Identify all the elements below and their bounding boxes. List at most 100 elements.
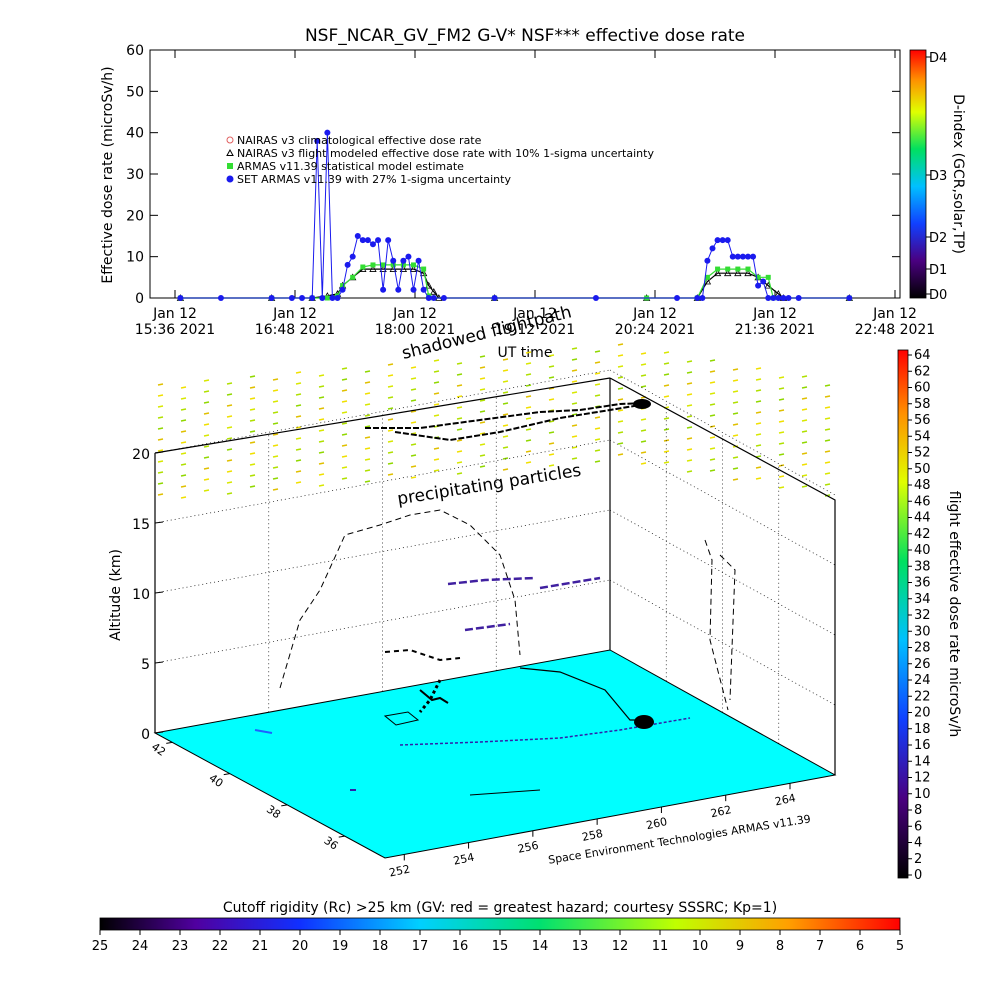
particle-dash xyxy=(571,457,578,460)
particle-dash xyxy=(272,488,279,491)
particle-dash xyxy=(364,381,371,384)
series-point xyxy=(329,295,336,301)
x-axis-label: UT time xyxy=(498,345,553,361)
x-tick-label: 16:48 2021 xyxy=(255,322,335,338)
series-point xyxy=(770,295,777,301)
series-point xyxy=(725,266,731,272)
particle-dash xyxy=(341,411,348,414)
particle-dash xyxy=(456,461,463,464)
particle-dash xyxy=(502,380,509,383)
lat-tick-mark xyxy=(223,773,230,776)
particle-dash xyxy=(410,465,417,468)
particle-dash xyxy=(617,453,624,456)
particle-dash xyxy=(502,457,509,460)
particle-dash xyxy=(640,451,647,454)
particle-dash xyxy=(663,461,670,464)
particle-dash xyxy=(387,473,394,476)
particle-dash xyxy=(456,384,463,387)
particle-dash xyxy=(571,347,578,350)
particle-dash xyxy=(640,440,647,443)
particle-dash xyxy=(755,400,762,403)
particle-dash xyxy=(801,419,808,422)
series-point xyxy=(354,233,361,239)
particle-dash xyxy=(157,482,164,485)
series-point xyxy=(288,295,295,301)
lat-tick-mark xyxy=(338,835,345,838)
dose-tick-label: 56 xyxy=(914,413,931,428)
x-tick-label: Jan 12 xyxy=(512,306,557,322)
particle-dash xyxy=(479,432,486,435)
particle-dash xyxy=(801,441,808,444)
particle-dash xyxy=(410,377,417,380)
particle-dash xyxy=(617,343,624,346)
legend-label: SET ARMAS v11.39 with 27% 1-sigma uncert… xyxy=(237,173,511,186)
series-point xyxy=(715,266,721,272)
lat-tick-label: 40 xyxy=(207,771,226,790)
particle-dash xyxy=(295,470,302,473)
particle-dash xyxy=(226,459,233,462)
map-details xyxy=(254,667,691,796)
particle-dash xyxy=(732,368,739,371)
particle-dash xyxy=(364,447,371,450)
particle-dash xyxy=(318,374,325,377)
particle-dash xyxy=(295,404,302,407)
series-point xyxy=(755,274,761,280)
z-tick-mark xyxy=(154,591,164,594)
particle-dash xyxy=(226,415,233,418)
dose-tick-label: 20 xyxy=(914,706,931,721)
series-point xyxy=(411,262,417,268)
particle-dash xyxy=(709,359,716,362)
particle-dash xyxy=(548,365,555,368)
series-point xyxy=(704,274,710,280)
particle-dash xyxy=(502,468,509,471)
particle-dash xyxy=(387,385,394,388)
particle-dash xyxy=(686,382,693,385)
series-point xyxy=(299,295,306,301)
rigidity-tick-label: 13 xyxy=(572,939,589,954)
particle-dash xyxy=(364,480,371,483)
rigidity-tick-label: 18 xyxy=(372,939,389,954)
particle-dash xyxy=(341,466,348,469)
series-point xyxy=(780,295,787,301)
dose-tick-label: 18 xyxy=(914,722,931,737)
series-point xyxy=(765,274,771,280)
particle-dash xyxy=(732,423,739,426)
particle-dash xyxy=(801,430,808,433)
particle-dash xyxy=(295,393,302,396)
z-tick-label: 15 xyxy=(132,517,150,533)
particle-dash xyxy=(594,416,601,419)
particle-dash xyxy=(824,472,831,475)
particle-dash xyxy=(295,459,302,462)
particle-dash xyxy=(732,478,739,481)
flightpath-low xyxy=(418,679,442,713)
x-tick-label: 21:36 2021 xyxy=(735,322,815,338)
particle-dash xyxy=(594,383,601,386)
particle-dash xyxy=(732,456,739,459)
particle-dash xyxy=(571,402,578,405)
particle-dash xyxy=(686,459,693,462)
particle-dash xyxy=(571,435,578,438)
rigidity-tick-label: 22 xyxy=(212,939,229,954)
series-point xyxy=(309,295,316,301)
particle-dash xyxy=(525,461,532,464)
particle-dash xyxy=(594,394,601,397)
particle-dash xyxy=(479,465,486,468)
z-tick-label: 5 xyxy=(141,657,150,673)
particle-dash xyxy=(778,398,785,401)
x-tick-label: 15:36 2021 xyxy=(135,322,215,338)
dindex-colorbar xyxy=(909,49,927,299)
particle-dash xyxy=(824,461,831,464)
particle-dash xyxy=(824,406,831,409)
particle-dash xyxy=(249,474,256,477)
particle-dash xyxy=(801,408,808,411)
particle-dash xyxy=(548,442,555,445)
particle-dash xyxy=(663,384,670,387)
series-point xyxy=(405,253,412,260)
dose-tick-label: 6 xyxy=(914,819,922,834)
dose-tick-label: 40 xyxy=(914,543,931,558)
particle-dash xyxy=(709,458,716,461)
particle-dash xyxy=(272,455,279,458)
particle-dash xyxy=(525,351,532,354)
particle-dash xyxy=(686,448,693,451)
